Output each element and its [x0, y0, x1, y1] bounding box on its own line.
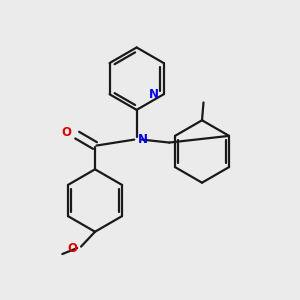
- Text: O: O: [62, 126, 72, 139]
- Text: O: O: [67, 242, 77, 255]
- Text: N: N: [138, 133, 148, 146]
- Text: N: N: [149, 88, 159, 101]
